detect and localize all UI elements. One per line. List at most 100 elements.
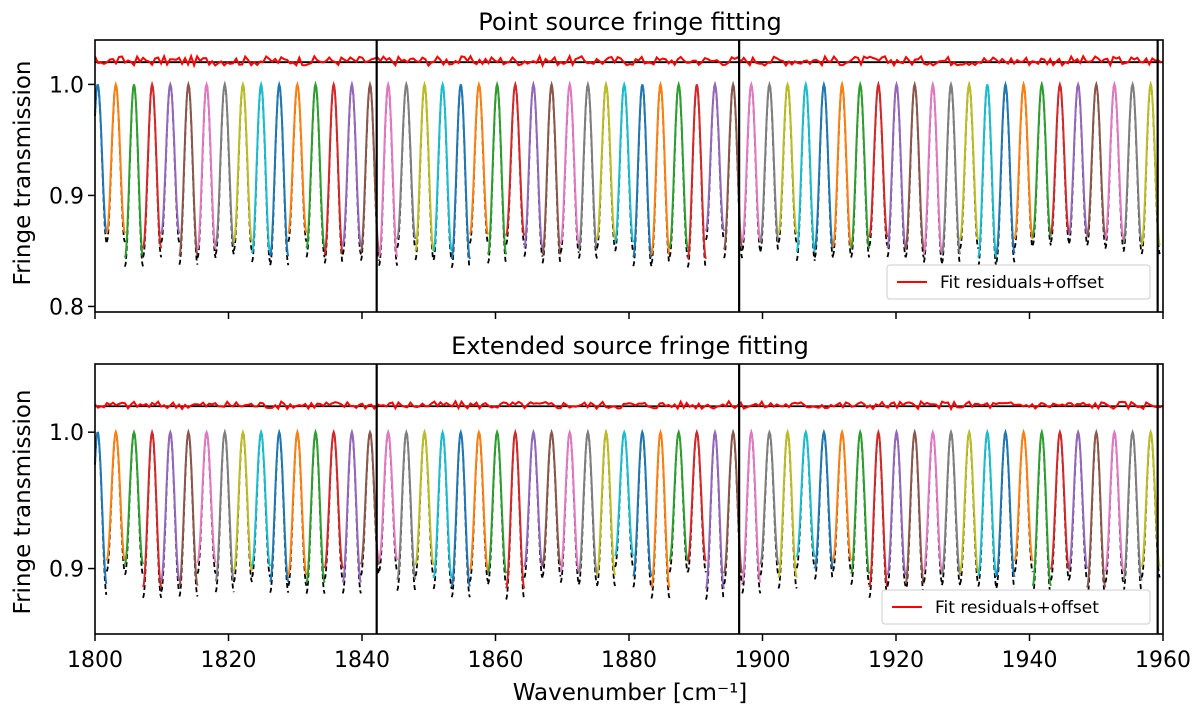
- fit-fringe-line: [1031, 428, 1052, 587]
- legend-top: Fit residuals+offset: [886, 264, 1151, 300]
- fit-fringe-line: [977, 84, 998, 258]
- y-tick-label: 0.9: [49, 184, 84, 209]
- fit-fringe-line: [432, 80, 453, 252]
- fit-fringe-line: [686, 84, 707, 259]
- data-fringe-line: [505, 428, 526, 600]
- fit-fringe-line: [596, 428, 617, 576]
- data-fringe-line: [378, 429, 399, 572]
- data-fringe-line: [959, 428, 980, 585]
- fit-fringe-line: [832, 80, 853, 248]
- data-fringe-line: [432, 428, 453, 590]
- fit-fringe-line: [414, 429, 435, 566]
- data-fringe-line: [759, 429, 780, 576]
- x-tick-label: 1940: [1002, 648, 1058, 673]
- fit-fringe-line: [541, 428, 562, 566]
- fit-fringe-line: [995, 80, 1016, 254]
- fit-fringe-line: [269, 428, 290, 583]
- fit-fringe-line: [668, 429, 689, 562]
- fit-fringe-line: [741, 80, 762, 242]
- fit-fringe-line: [668, 80, 689, 249]
- fit-fringe-line: [396, 80, 417, 240]
- fit-fringe-line: [1013, 429, 1034, 562]
- fit-fringe-line: [559, 80, 580, 245]
- fit-fringe-line: [196, 80, 217, 250]
- fit-fringe-line: [305, 80, 326, 249]
- data-fringe-line: [813, 429, 834, 580]
- fit-fringe-line: [142, 428, 163, 588]
- fit-fringe-line: [1122, 428, 1143, 581]
- fit-fringe-line: [378, 80, 399, 258]
- data-fringe-line: [832, 429, 852, 572]
- fit-fringe-line: [577, 80, 598, 250]
- fit-fringe-line: [232, 428, 253, 572]
- fit-fringe-line: [505, 80, 526, 236]
- fit-fringe-line: [414, 80, 435, 252]
- data-fringe-line: [995, 428, 1016, 589]
- fit-fringe-line: [596, 80, 617, 240]
- extended-source-panel: Extended source fringe fitting Fringe tr…: [10, 332, 1191, 706]
- fit-fringe-line: [777, 80, 798, 234]
- fit-fringe-line: [487, 80, 508, 255]
- y-tick-label: 1.0: [49, 421, 84, 446]
- fit-fringe-line: [559, 428, 580, 573]
- legend-label-residuals: Fit residuals+offset: [935, 598, 1099, 618]
- fit-fringe-line: [432, 428, 453, 579]
- fit-fringe-line: [341, 80, 362, 246]
- fit-fringe-line: [704, 428, 726, 589]
- data-fringe-line: [1086, 428, 1107, 599]
- fit-fringe-line: [832, 429, 853, 561]
- data-fringe-line: [904, 428, 925, 595]
- fit-fringe-line: [1104, 80, 1125, 240]
- data-fringe-line: [614, 429, 635, 568]
- data-fringe-line: [777, 429, 798, 589]
- fit-fringe-line: [868, 428, 889, 588]
- fit-fringe-line: [196, 429, 217, 564]
- fit-fringe-line: [940, 80, 962, 255]
- panel-title-point-source: Point source fringe fitting: [478, 8, 781, 36]
- fit-fringe-line: [487, 429, 508, 574]
- fit-fringe-line: [505, 428, 526, 589]
- fit-fringe-line: [922, 80, 943, 254]
- fit-fringe-line: [323, 429, 344, 569]
- plot-area-bottom: 0.9 1.0 1800 1820 1840 1860 1880 1900 1920 1940 19…: [49, 363, 1191, 673]
- data-fringe-line: [541, 429, 562, 577]
- fit-fringe-line: [450, 428, 471, 587]
- fit-fringe-line: [468, 428, 489, 571]
- fit-fringe-line: [959, 428, 980, 574]
- fit-fringe-line: [105, 80, 126, 234]
- fit-fringe-line: [614, 80, 635, 243]
- fit-fringe-line: [160, 80, 181, 234]
- residuals-line: [94, 399, 1162, 412]
- fit-fringe-line: [178, 80, 199, 257]
- fit-fringe-line: [178, 428, 199, 586]
- fit-fringe-line: [214, 428, 235, 582]
- fit-fringe-line: [1122, 80, 1143, 244]
- data-fringe-line: [941, 429, 961, 586]
- fit-fringe-line: [541, 80, 562, 255]
- data-fringe-line: [160, 429, 181, 592]
- y-tick-label: 0.9: [49, 558, 84, 583]
- fit-fringe-line: [977, 428, 998, 577]
- fit-fringe-line: [813, 80, 834, 249]
- y-tick-label: 0.8: [49, 295, 84, 320]
- data-fringe-line: [632, 428, 653, 588]
- data-fringe-line: [1050, 429, 1070, 581]
- x-tick-label: 1840: [334, 648, 390, 673]
- point-source-panel: Point source fringe fitting Fringe trans…: [10, 8, 1164, 320]
- fit-fringe-line: [305, 428, 326, 583]
- x-tick-label: 1900: [735, 648, 791, 673]
- x-tick-label: 1880: [601, 648, 657, 673]
- data-fringe-line: [886, 428, 907, 587]
- fit-fringe-line: [251, 80, 272, 254]
- fit-fringe-line: [1068, 80, 1089, 235]
- fit-fringe-line: [160, 428, 181, 582]
- fit-fringe-line: [1086, 80, 1107, 237]
- fit-fringe-line: [123, 429, 145, 565]
- fit-fringe-line: [650, 428, 671, 588]
- x-tick-label: 1920: [868, 648, 924, 673]
- fit-fringe-line: [1049, 80, 1070, 234]
- fit-fringe-line: [759, 80, 780, 243]
- fit-fringe-line: [886, 428, 907, 576]
- fit-fringe-line: [614, 429, 635, 557]
- data-fringe-line: [977, 428, 998, 587]
